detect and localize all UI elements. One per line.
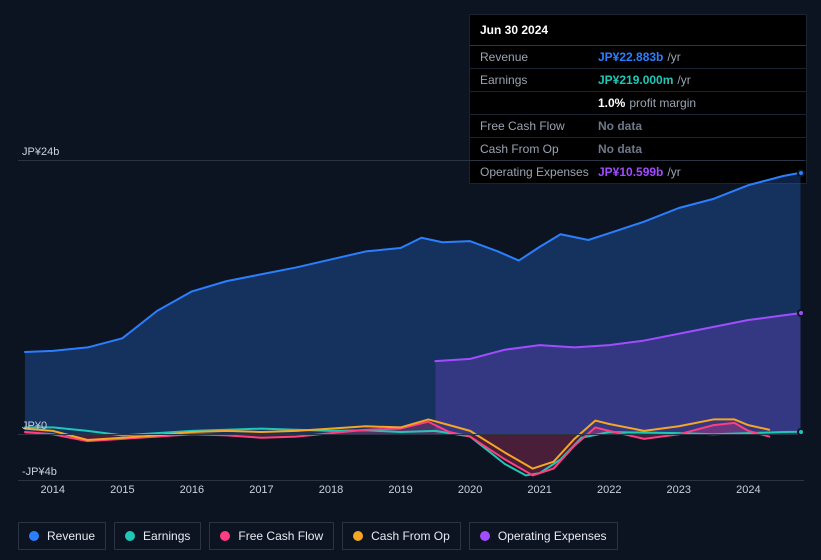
tooltip-row: RevenueJP¥22.883b/yr <box>470 46 806 69</box>
x-axis-tick: 2017 <box>249 484 273 496</box>
x-axis-tick: 2016 <box>180 484 204 496</box>
legend-item-cash-from-op[interactable]: Cash From Op <box>342 522 461 550</box>
chart-svg <box>18 160 804 480</box>
gridline <box>18 480 804 481</box>
legend-swatch-icon <box>29 531 39 541</box>
tooltip-row-suffix: /yr <box>667 50 680 64</box>
y-axis-label: JP¥24b <box>22 146 59 158</box>
tooltip-row: Free Cash FlowNo data <box>470 115 806 138</box>
legend-swatch-icon <box>220 531 230 541</box>
legend-label: Free Cash Flow <box>238 529 323 543</box>
legend-swatch-icon <box>353 531 363 541</box>
x-axis-tick: 2023 <box>667 484 691 496</box>
x-axis-tick: 2018 <box>319 484 343 496</box>
tooltip-row-value: JP¥219.000m <box>598 73 673 87</box>
legend-swatch-icon <box>480 531 490 541</box>
legend-label: Cash From Op <box>371 529 450 543</box>
tooltip-row-extra-value: 1.0% <box>598 96 625 110</box>
legend-item-operating-expenses[interactable]: Operating Expenses <box>469 522 618 550</box>
y-axis-label: JP¥0 <box>22 420 47 432</box>
legend-label: Operating Expenses <box>498 529 607 543</box>
x-axis-tick: 2019 <box>388 484 412 496</box>
x-axis-tick: 2021 <box>527 484 551 496</box>
tooltip-row: EarningsJP¥219.000m/yr <box>470 69 806 92</box>
tooltip-date: Jun 30 2024 <box>470 15 806 46</box>
y-axis-label: -JP¥4b <box>22 466 57 478</box>
legend: Revenue Earnings Free Cash Flow Cash From O… <box>18 522 618 550</box>
legend-label: Revenue <box>47 529 95 543</box>
tooltip-row-value-wrap: No data <box>598 142 642 156</box>
legend-item-earnings[interactable]: Earnings <box>114 522 201 550</box>
tooltip-panel: Jun 30 2024 RevenueJP¥22.883b/yrEarnings… <box>469 14 807 184</box>
x-axis-tick: 2014 <box>41 484 65 496</box>
tooltip-row-label: Free Cash Flow <box>480 119 598 133</box>
legend-item-revenue[interactable]: Revenue <box>18 522 106 550</box>
x-axis-tick: 2024 <box>736 484 760 496</box>
tooltip-row-value: No data <box>598 142 642 156</box>
tooltip-row-value: JP¥22.883b <box>598 50 663 64</box>
gridline <box>18 160 804 161</box>
legend-label: Earnings <box>143 529 190 543</box>
tooltip-row-label: Revenue <box>480 50 598 64</box>
tooltip-row-value-wrap: JP¥22.883b/yr <box>598 50 681 64</box>
legend-item-free-cash-flow[interactable]: Free Cash Flow <box>209 522 334 550</box>
legend-swatch-icon <box>125 531 135 541</box>
end-marker-earnings <box>797 428 805 436</box>
chart-area: JP¥24bJP¥0-JP¥4b <box>18 160 804 480</box>
end-marker-operating-expenses <box>797 309 805 317</box>
tooltip-row-extra-label: profit margin <box>629 96 696 110</box>
x-axis: 2014 2015 2016 2017 2018 2019 2020 2021 2022 2023… <box>18 484 804 500</box>
tooltip-row-value-wrap: No data <box>598 119 642 133</box>
gridline <box>18 434 804 435</box>
x-axis-tick: 2020 <box>458 484 482 496</box>
tooltip-row-label: Cash From Op <box>480 142 598 156</box>
tooltip-row-suffix: /yr <box>677 73 690 87</box>
end-marker-revenue <box>797 169 805 177</box>
x-axis-tick: 2015 <box>110 484 134 496</box>
tooltip-row-extra: 1.0% profit margin <box>470 92 806 115</box>
tooltip-row-value: No data <box>598 119 642 133</box>
tooltip-row-value-wrap: JP¥219.000m/yr <box>598 73 691 87</box>
tooltip-row: Cash From OpNo data <box>470 138 806 161</box>
x-axis-tick: 2022 <box>597 484 621 496</box>
tooltip-row-label: Earnings <box>480 73 598 87</box>
